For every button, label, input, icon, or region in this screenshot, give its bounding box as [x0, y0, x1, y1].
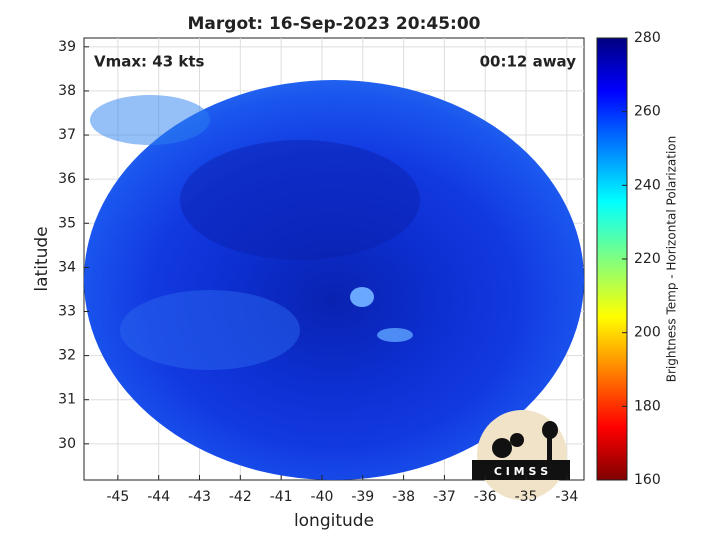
x-tick-label: -38 [392, 489, 415, 505]
x-tick-label: -40 [311, 489, 334, 505]
logo: C I M S S [472, 410, 570, 500]
x-axis-label: longitude [294, 511, 374, 531]
x-tick-label: -35 [515, 489, 538, 505]
colorbar-tick-label: 280 [634, 30, 661, 46]
y-tick-label: 33 [58, 303, 76, 319]
logo-text: C I M S S [494, 465, 548, 478]
colorbar-label: Brightness Temp - Horizontal Polarizatio… [665, 136, 679, 383]
y-tick-label: 38 [58, 83, 76, 99]
y-tick-label: 39 [58, 39, 76, 55]
x-tick-label: -41 [270, 489, 293, 505]
y-axis-label: latitude [32, 226, 52, 291]
x-tick-label: -37 [433, 489, 456, 505]
x-tick-label: -43 [188, 489, 211, 505]
y-tick-label: 30 [58, 436, 76, 452]
x-tick-label: -39 [351, 489, 374, 505]
y-tick-label: 32 [58, 348, 76, 364]
x-tick-label: -42 [229, 489, 252, 505]
title: Margot: 16-Sep-2023 20:45:00 [188, 14, 481, 34]
y-tick-label: 34 [58, 259, 76, 275]
x-tick-label: -45 [106, 489, 129, 505]
y-tick-label: 35 [58, 215, 76, 231]
x-tick-label: -44 [147, 489, 170, 505]
colorbar-tick-label: 160 [634, 472, 661, 488]
satellite-image [84, 80, 584, 480]
colorbar-tick-label: 220 [634, 251, 661, 267]
x-tick-label: -34 [555, 489, 578, 505]
colorbar-tick-label: 200 [634, 325, 661, 341]
colorbar-tick-label: 180 [634, 398, 661, 414]
y-tick-label: 36 [58, 171, 76, 187]
vmax-label: Vmax: 43 kts [94, 53, 204, 71]
time-label: 00:12 away [480, 53, 577, 71]
y-tick-label: 31 [58, 392, 76, 408]
colorbar-tick-label: 240 [634, 177, 661, 193]
x-tick-label: -36 [474, 489, 497, 505]
y-tick-label: 37 [58, 127, 76, 143]
colorbar-tick-label: 260 [634, 104, 661, 120]
